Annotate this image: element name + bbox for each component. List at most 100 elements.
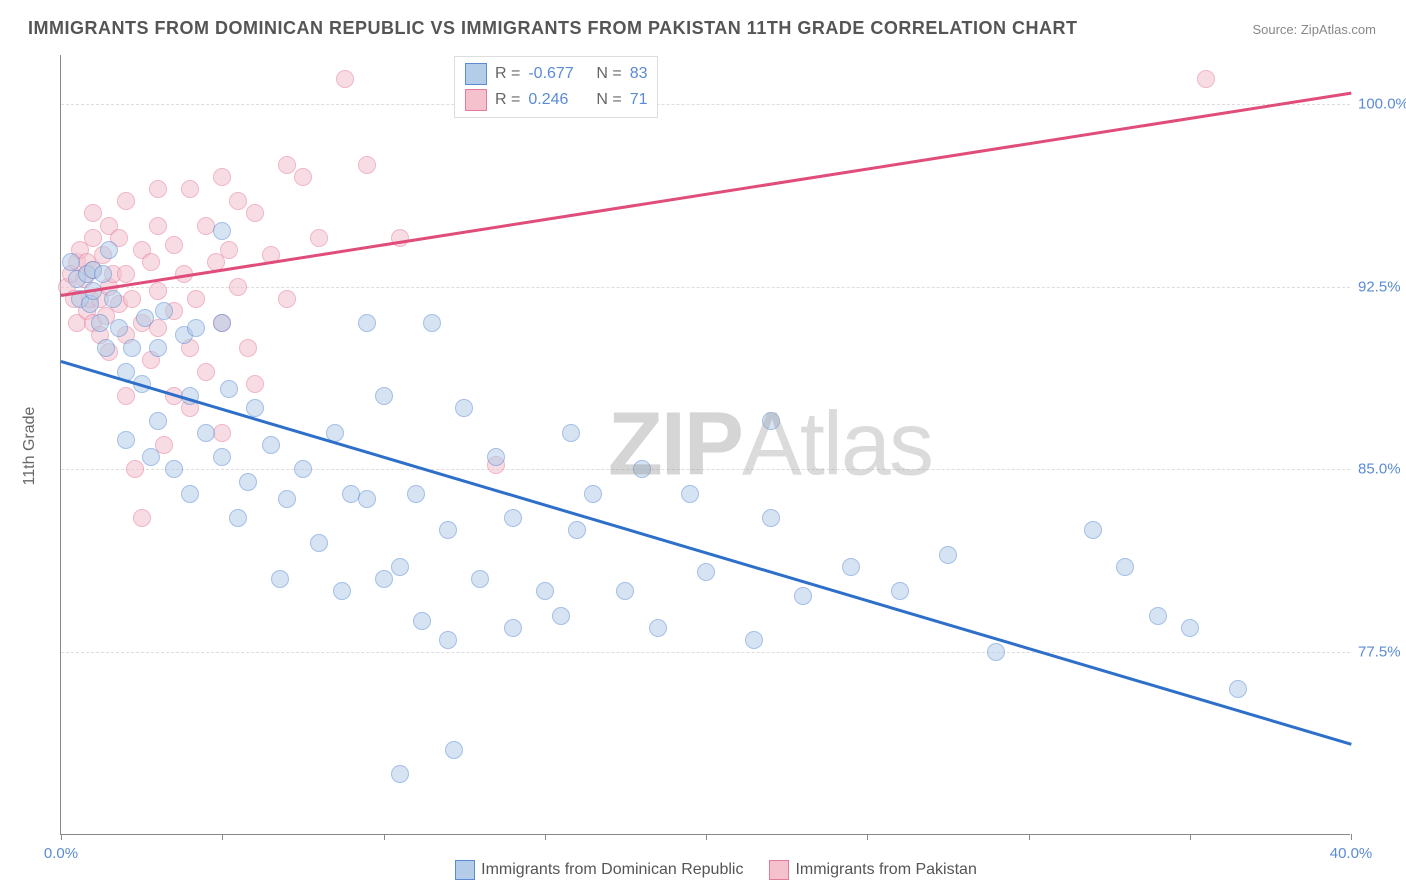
data-point <box>536 582 554 600</box>
data-point <box>142 253 160 271</box>
chart-title: IMMIGRANTS FROM DOMINICAN REPUBLIC VS IM… <box>28 18 1077 39</box>
data-point <box>504 509 522 527</box>
r-value: 0.246 <box>528 91 588 109</box>
data-point <box>633 460 651 478</box>
data-point <box>123 339 141 357</box>
data-point <box>187 319 205 337</box>
data-point <box>745 631 763 649</box>
data-point <box>220 241 238 259</box>
data-point <box>149 282 167 300</box>
data-point <box>229 278 247 296</box>
data-point <box>149 339 167 357</box>
data-point <box>333 582 351 600</box>
data-point <box>133 509 151 527</box>
data-point <box>358 314 376 332</box>
data-point <box>271 570 289 588</box>
data-point <box>165 236 183 254</box>
data-point <box>413 612 431 630</box>
data-point <box>649 619 667 637</box>
data-point <box>794 587 812 605</box>
data-point <box>336 70 354 88</box>
data-point <box>423 314 441 332</box>
data-point <box>1084 521 1102 539</box>
data-point <box>136 309 154 327</box>
data-point <box>104 290 122 308</box>
data-point <box>310 534 328 552</box>
data-point <box>568 521 586 539</box>
legend-series-label: Immigrants from Dominican Republic <box>481 861 743 878</box>
source-prefix: Source: <box>1252 22 1300 37</box>
data-point <box>1197 70 1215 88</box>
n-value: 71 <box>630 91 648 109</box>
data-point <box>229 509 247 527</box>
data-point <box>117 387 135 405</box>
data-point <box>213 168 231 186</box>
data-point <box>142 448 160 466</box>
data-point <box>155 302 173 320</box>
data-point <box>220 380 238 398</box>
n-value: 83 <box>630 65 648 83</box>
data-point <box>84 204 102 222</box>
data-point <box>294 460 312 478</box>
data-point <box>123 290 141 308</box>
source-link[interactable]: ZipAtlas.com <box>1301 22 1376 37</box>
x-tick <box>1029 834 1030 840</box>
data-point <box>358 156 376 174</box>
data-point <box>439 631 457 649</box>
data-point <box>278 490 296 508</box>
data-point <box>1181 619 1199 637</box>
r-label: R = <box>495 65 520 83</box>
x-tick <box>1190 834 1191 840</box>
data-point <box>987 643 1005 661</box>
data-point <box>62 253 80 271</box>
data-point <box>1116 558 1134 576</box>
series-legend: Immigrants from Dominican Republic Immigr… <box>0 860 1406 880</box>
data-point <box>246 375 264 393</box>
legend-swatch <box>465 63 487 85</box>
data-point <box>375 387 393 405</box>
data-point <box>94 265 112 283</box>
y-tick-label: 77.5% <box>1358 644 1406 661</box>
legend-series-label: Immigrants from Pakistan <box>795 861 976 878</box>
data-point <box>471 570 489 588</box>
data-point <box>762 412 780 430</box>
data-point <box>197 363 215 381</box>
data-point <box>562 424 580 442</box>
data-point <box>552 607 570 625</box>
data-point <box>842 558 860 576</box>
x-tick <box>61 834 62 840</box>
n-label: N = <box>596 65 621 83</box>
data-point <box>391 765 409 783</box>
x-tick <box>1351 834 1352 840</box>
data-point <box>504 619 522 637</box>
data-point <box>213 424 231 442</box>
gridline <box>61 469 1350 470</box>
data-point <box>278 290 296 308</box>
data-point <box>445 741 463 759</box>
data-point <box>891 582 909 600</box>
data-point <box>262 436 280 454</box>
data-point <box>100 241 118 259</box>
data-point <box>455 399 473 417</box>
data-point <box>762 509 780 527</box>
trend-line <box>61 360 1352 745</box>
data-point <box>149 412 167 430</box>
data-point <box>1229 680 1247 698</box>
data-point <box>149 180 167 198</box>
data-point <box>117 192 135 210</box>
data-point <box>84 229 102 247</box>
x-tick <box>384 834 385 840</box>
x-tick <box>222 834 223 840</box>
data-point <box>697 563 715 581</box>
data-point <box>681 485 699 503</box>
data-point <box>1149 607 1167 625</box>
gridline <box>61 287 1350 288</box>
data-point <box>165 460 183 478</box>
data-point <box>149 217 167 235</box>
data-point <box>487 448 505 466</box>
x-tick <box>867 834 868 840</box>
data-point <box>310 229 328 247</box>
data-point <box>616 582 634 600</box>
data-point <box>939 546 957 564</box>
data-point <box>91 314 109 332</box>
